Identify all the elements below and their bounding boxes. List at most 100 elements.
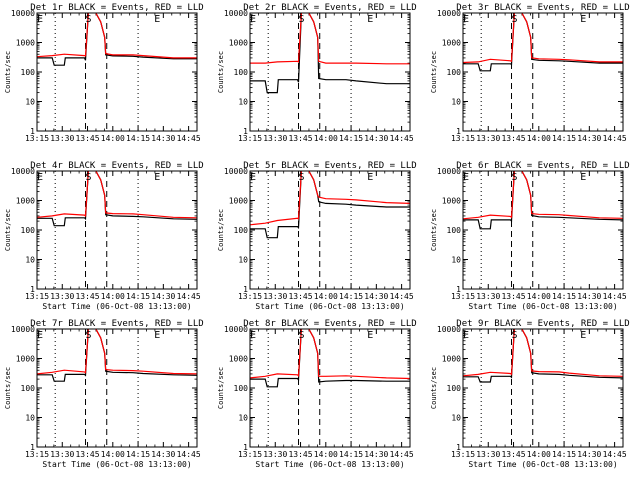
series-lld-line	[250, 13, 410, 65]
y-tick-label: 10	[451, 98, 461, 107]
x-tick-label: 14:00	[101, 292, 125, 301]
series-lld-line	[250, 171, 410, 226]
series-events-line	[250, 329, 410, 388]
y-tick-label: 100	[21, 68, 36, 77]
x-tick-label: 14:45	[177, 292, 201, 301]
panel-title: Det 2r BLACK = Events, RED = LLD	[243, 3, 416, 13]
y-tick-label: 100	[447, 384, 462, 393]
marker-label: E	[580, 172, 586, 183]
plot-frame	[36, 12, 198, 132]
plot-frame	[36, 328, 198, 448]
marker-label: E	[37, 14, 43, 25]
plot-frame	[462, 328, 624, 448]
y-axis-label: Counts/sec	[4, 209, 12, 251]
x-tick-label: 14:30	[577, 134, 601, 143]
plot-frame	[249, 328, 411, 448]
y-tick-label: 100	[447, 68, 462, 77]
y-tick-label: 10	[25, 256, 35, 265]
y-tick-label: 1000	[16, 197, 35, 206]
y-tick-label: 100	[234, 226, 249, 235]
series-lld-line	[37, 171, 197, 219]
panel-det-9: Det 9r BLACK = Events, RED = LLD Counts/s…	[430, 319, 630, 469]
x-tick-label: 13:15	[238, 134, 262, 143]
x-tick-label: 13:30	[476, 450, 500, 459]
y-tick-label: 10000	[11, 167, 35, 176]
y-tick-label: 100	[447, 226, 462, 235]
x-tick-label: 14:30	[151, 134, 175, 143]
y-tick-label: 1	[243, 127, 248, 136]
x-tick-label: 14:30	[364, 450, 388, 459]
x-tick-label: 13:30	[263, 134, 287, 143]
panel-det-5: Det 5r BLACK = Events, RED = LLD Counts/s…	[217, 161, 417, 311]
y-tick-label: 1	[243, 285, 248, 294]
y-tick-label: 10	[451, 256, 461, 265]
x-tick-label: 13:15	[451, 134, 475, 143]
marker-label: S	[299, 14, 305, 25]
series-events-line	[37, 171, 197, 227]
panel-det-2: Det 2r BLACK = Events, RED = LLD Counts/s…	[217, 3, 417, 143]
series-group	[250, 13, 410, 94]
x-axis-label: Start Time (06-Oct-08 13:13:00)	[255, 302, 404, 311]
panel-title: Det 1r BLACK = Events, RED = LLD	[30, 3, 203, 13]
plot-frame	[249, 12, 411, 132]
y-axis-label: Counts/sec	[4, 51, 12, 93]
marker-label: E	[580, 14, 586, 25]
panel-title: Det 6r BLACK = Events, RED = LLD	[456, 161, 629, 171]
series-group	[463, 13, 623, 72]
x-tick-label: 14:45	[390, 292, 414, 301]
panel-title: Det 8r BLACK = Events, RED = LLD	[243, 319, 416, 329]
panel-det-1: Det 1r BLACK = Events, RED = LLD Counts/s…	[4, 3, 204, 143]
x-tick-label: 13:15	[25, 134, 49, 143]
series-events-line	[37, 13, 197, 66]
x-tick-label: 14:45	[177, 450, 201, 459]
y-tick-label: 10000	[437, 167, 461, 176]
x-tick-label: 13:30	[476, 134, 500, 143]
x-tick-label: 14:30	[151, 450, 175, 459]
marker-label: S	[86, 330, 92, 341]
panel-det-7: Det 7r BLACK = Events, RED = LLD Counts/s…	[4, 319, 204, 469]
y-tick-label: 10	[238, 98, 248, 107]
x-tick-label: 14:15	[126, 134, 150, 143]
marker-label: E	[250, 172, 256, 183]
x-tick-label: 13:45	[288, 134, 312, 143]
x-tick-label: 13:15	[238, 450, 262, 459]
y-tick-label: 1	[456, 127, 461, 136]
marker-label: E	[154, 172, 160, 183]
x-tick-label: 13:15	[451, 292, 475, 301]
series-events-line	[463, 171, 623, 230]
panel-det-8: Det 8r BLACK = Events, RED = LLD Counts/s…	[217, 319, 417, 469]
marker-label: E	[580, 330, 586, 341]
x-tick-label: 14:00	[101, 450, 125, 459]
x-tick-label: 13:45	[501, 450, 525, 459]
series-lld-line	[37, 13, 197, 59]
x-tick-label: 14:15	[126, 450, 150, 459]
series-group	[250, 329, 410, 388]
plot-frame	[462, 170, 624, 290]
y-tick-label: 10000	[11, 9, 35, 18]
marker-label: E	[463, 14, 469, 25]
x-axis-label: Start Time (06-Oct-08 13:13:00)	[468, 460, 617, 469]
x-tick-label: 14:45	[177, 134, 201, 143]
y-tick-label: 100	[234, 384, 249, 393]
y-axis-label: Counts/sec	[430, 209, 438, 251]
y-tick-label: 10	[25, 98, 35, 107]
x-tick-label: 14:15	[339, 450, 363, 459]
x-tick-label: 14:45	[603, 134, 627, 143]
y-tick-label: 100	[234, 68, 249, 77]
marker-label: E	[37, 330, 43, 341]
y-tick-label: 100	[21, 226, 36, 235]
x-tick-label: 13:45	[75, 292, 99, 301]
marker-label: S	[86, 172, 92, 183]
x-tick-label: 14:30	[364, 292, 388, 301]
x-tick-label: 14:30	[364, 134, 388, 143]
x-tick-label: 13:30	[50, 292, 74, 301]
y-tick-label: 1000	[442, 197, 461, 206]
y-tick-label: 1000	[229, 355, 248, 364]
x-tick-label: 13:15	[25, 450, 49, 459]
marker-label: S	[299, 172, 305, 183]
x-tick-label: 13:45	[288, 292, 312, 301]
panel-title: Det 4r BLACK = Events, RED = LLD	[30, 161, 203, 171]
marker-label: E	[367, 330, 373, 341]
y-tick-label: 10000	[224, 167, 248, 176]
